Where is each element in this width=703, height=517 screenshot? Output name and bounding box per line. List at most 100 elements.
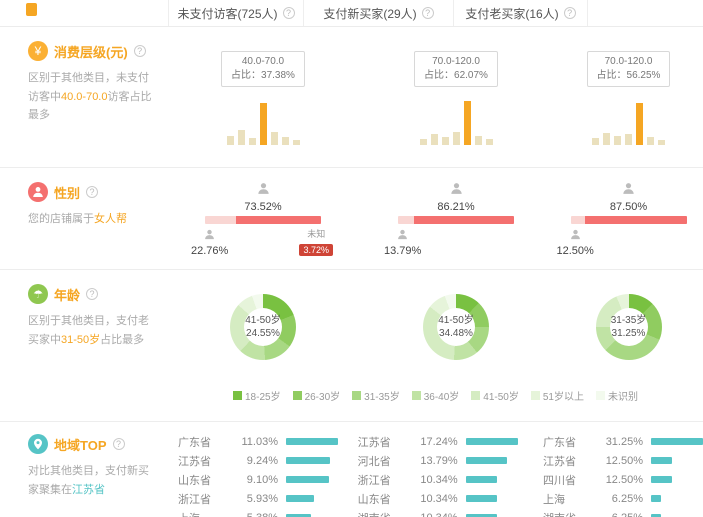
range-tooltip: 70.0-120.0 占比：56.25% (586, 51, 671, 87)
col-header-label: 未支付访客(725人) (177, 6, 278, 21)
bar (625, 134, 632, 145)
col-header-label: 支付老买家(16人) (465, 6, 559, 21)
bar (292, 140, 300, 145)
currency-icon: ¥ (28, 41, 48, 61)
legend-item: 未识别 (596, 388, 638, 403)
help-icon[interactable]: ? (112, 438, 125, 450)
consume-left-panel: ¥ 消费层级(元) ? 区别于其他类目，未支付访客中40.0-70.0访客占比最… (0, 27, 168, 167)
female-bar-fill (585, 216, 687, 224)
help-icon[interactable]: ? (133, 45, 146, 57)
region-bar (465, 476, 497, 483)
help-icon[interactable]: ? (563, 7, 576, 19)
range-tooltip: 40.0-70.0 占比：37.38% (221, 51, 305, 87)
female-percentage: 87.50% (609, 201, 648, 213)
bar (281, 137, 289, 145)
male-percentage: 13.79% (384, 245, 422, 257)
help-icon[interactable]: ? (86, 186, 99, 198)
bar (441, 137, 449, 145)
male-icon (204, 229, 215, 240)
male-icon (570, 229, 581, 240)
legend-swatch (232, 391, 242, 400)
range-tooltip: 70.0-120.0 占比：62.07% (414, 51, 498, 87)
region-col-new: 江苏省 17.24% 河北省 13.79% 浙江省 10.34% 山东省 10.34% … (348, 422, 533, 517)
unknown-gender-badge: 未知 3.72% (299, 227, 333, 258)
legend-item: 26-30岁 (292, 388, 340, 403)
region-bar (286, 514, 312, 517)
col-header-old-buyers[interactable]: 支付老买家(16人) ? (453, 0, 588, 26)
highlighted-bar (636, 103, 643, 145)
cropped-section-icon (26, 3, 37, 16)
legend-swatch (411, 391, 421, 400)
consume-col-old: 70.0-120.0 占比：56.25% (554, 27, 703, 167)
donut-top-label: 41-50岁 (245, 315, 281, 326)
age-donut: 41-50岁 24.55% (230, 294, 296, 360)
region-bar (286, 495, 314, 502)
bar (614, 136, 621, 145)
gender-viz: 87.50% 12.50% (557, 182, 687, 257)
tooltip-ratio: 占比：37.38% (231, 70, 295, 81)
region-row: 上海5.38% (178, 508, 348, 517)
donut-top-label: 31-35岁 (610, 315, 647, 326)
person-icon (28, 182, 48, 202)
desc-highlight: 女人帮 (94, 213, 127, 225)
legend-item: 41-50岁 (471, 388, 519, 403)
section-title: 地域TOP (54, 437, 107, 453)
region-row: 上海 6.25% (543, 489, 703, 508)
section-description: 区别于其他类目，未支付访客中40.0-70.0访客占比最多 (28, 72, 152, 122)
bar (592, 138, 599, 145)
donut-top-value: 34.48% (439, 328, 473, 339)
col-header-label: 支付新买家(29人) (323, 6, 417, 21)
region-bar (286, 457, 330, 464)
unknown-label: 未知 (307, 229, 326, 239)
region-bar (651, 476, 672, 483)
female-percentage: 73.52% (244, 201, 282, 213)
region-row: 广东省 11.03% (178, 432, 348, 451)
help-icon[interactable]: ? (282, 7, 295, 19)
tooltip-ratio: 占比：62.07% (424, 70, 488, 81)
section-title: 性别 (54, 185, 81, 201)
region-row: 湖南省10.34% (358, 508, 533, 517)
col-header-new-buyers[interactable]: 支付新买家(29人) ? (303, 0, 453, 26)
female-icon (450, 182, 463, 195)
region-bar (465, 438, 518, 445)
region-row: 山东省 10.34% (358, 489, 533, 508)
region-row: 江苏省 12.50% (543, 451, 703, 470)
gender-col-old: 87.50% 12.50% (554, 168, 703, 269)
legend-item: 31-35岁 (352, 388, 400, 403)
section-age: ☂ 年龄 ? 区别于其他类目，支付老买家中31-50岁占比最多 41-50岁 2… (0, 269, 703, 421)
legend-item: 51岁以上 (530, 388, 584, 403)
unknown-percentage: 3.72% (299, 244, 333, 256)
section-description: 区别于其他类目，支付老买家中31-50岁占比最多 (28, 315, 149, 346)
male-icon (397, 229, 408, 240)
legend-item: 18-25岁 (232, 388, 281, 403)
gender-col-new: 86.21% 13.79% (358, 168, 554, 269)
legend-swatch (352, 391, 362, 400)
age-col-unpaid: 41-50岁 24.55% (168, 270, 358, 421)
help-icon[interactable]: ? (86, 288, 99, 300)
tooltip-ratio: 占比：56.25% (596, 70, 661, 81)
col-header-unpaid-visitors[interactable]: 未支付访客(725人) ? (168, 0, 303, 26)
female-bar-fill (414, 216, 514, 224)
region-row: 湖南省6.25% (543, 508, 703, 517)
gender-col-unpaid: 73.52% 22.76% 未知 3.72% (168, 168, 358, 269)
bar (430, 134, 438, 145)
desc-highlight: 31-50岁 (61, 333, 101, 346)
bar (474, 136, 482, 145)
section-region-top: 地域TOP ? 对比其他类目，支付新买家聚集在江苏省 广东省 11.03% 江苏省… (0, 421, 703, 517)
help-icon[interactable]: ? (421, 7, 434, 19)
region-row: 广东省 31.25% (543, 432, 703, 451)
bar (226, 136, 234, 145)
mini-bar-chart (358, 95, 554, 145)
region-bar (465, 495, 497, 502)
gender-left-panel: 性别 ? 您的店铺属于女人帮 (0, 168, 168, 269)
legend-swatch (530, 391, 540, 400)
umbrella-icon: ☂ (28, 284, 48, 304)
region-bar (465, 457, 508, 464)
bar (270, 132, 278, 145)
section-title: 消费层级(元) (54, 44, 128, 60)
section-title: 年龄 (54, 287, 81, 303)
region-row: 浙江省 10.34% (358, 470, 533, 489)
